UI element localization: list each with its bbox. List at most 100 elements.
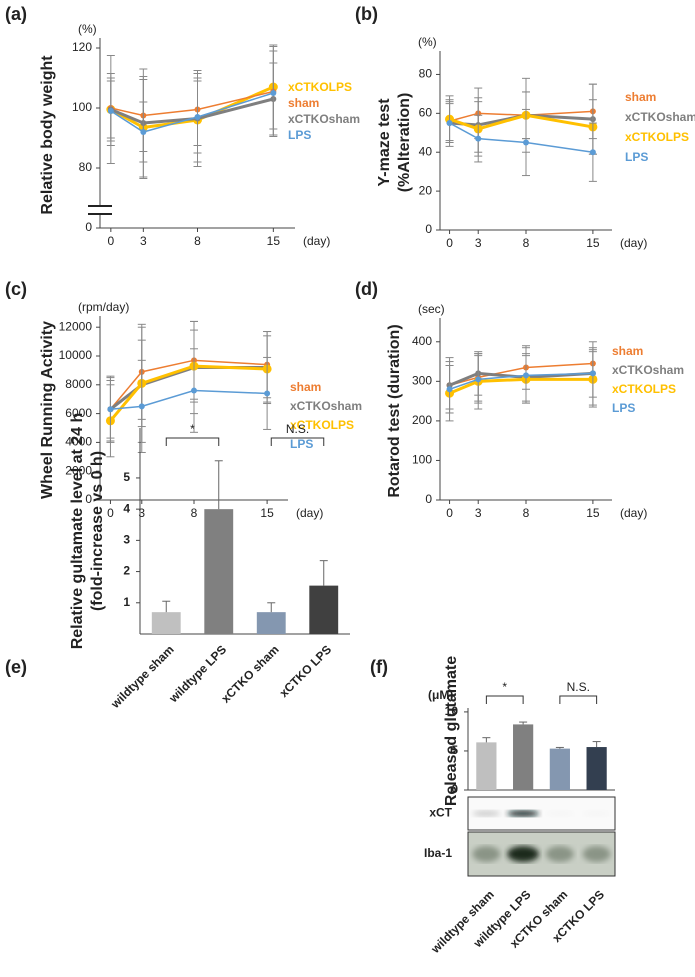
y-axis-label: Wheel Running Activity [39, 321, 56, 499]
y-axis-label: (fold-increase vs 0 h) [89, 451, 106, 611]
y-tick-label: 2000 [65, 463, 92, 477]
legend-entry: xCTKOsham [290, 399, 362, 413]
x-tick-label: 15 [586, 506, 600, 520]
y-tick-label: 200 [412, 413, 432, 427]
data-point [523, 139, 529, 146]
bar [476, 742, 497, 790]
y-tick-label: 400 [412, 334, 432, 348]
y-tick-label: 4000 [65, 435, 92, 449]
y-unit: (sec) [418, 302, 445, 316]
x-tick-label: 8 [523, 236, 530, 250]
panel-label: (b) [355, 4, 378, 24]
legend-entry: xCTKOLPS [288, 80, 352, 94]
panel-label: (d) [355, 279, 378, 299]
data-point [475, 135, 482, 142]
y-axis-label: Y-maze test [376, 98, 393, 187]
y-tick-label: 12000 [59, 319, 93, 333]
legend-entry: LPS [625, 150, 648, 164]
y-tick-label: 80 [79, 160, 93, 174]
y-tick-label: 40 [419, 144, 433, 158]
y-tick-label: 5 [451, 743, 458, 757]
series-line [449, 113, 594, 131]
y-unit: (rpm/day) [78, 300, 129, 314]
x-tick-label: 8 [194, 234, 201, 248]
y-tick-label: 2 [123, 564, 130, 578]
series-line [110, 92, 274, 133]
significance-label: * [190, 422, 195, 436]
y-unit: (%) [78, 22, 97, 36]
x-tick-label: 0 [446, 506, 453, 520]
legend-entry: sham [625, 90, 656, 104]
legend-entry: LPS [288, 128, 311, 142]
blot-band [545, 846, 574, 862]
legend-entry: xCTKOsham [288, 112, 360, 126]
y-tick-label: 6000 [65, 406, 92, 420]
significance-bracket [165, 437, 220, 446]
data-point [107, 108, 114, 114]
x-tick-label: 3 [138, 506, 145, 520]
x-tick-label: 15 [267, 234, 281, 248]
x-tick-label: 8 [191, 506, 198, 520]
blot-band [507, 846, 540, 862]
data-point [523, 372, 529, 379]
blot-label: xCT [429, 806, 452, 820]
series-line [109, 359, 268, 410]
legend-entry: xCTKOLPS [625, 130, 689, 144]
blot-band [582, 810, 611, 817]
x-tick-label: wildtype sham [428, 887, 497, 956]
series-line [109, 366, 268, 411]
legend-entry: LPS [290, 437, 313, 451]
legend-entry: xCTKOsham [625, 110, 695, 124]
y-tick-label: 120 [72, 40, 92, 54]
bar [204, 509, 234, 634]
x-tick-label: 8 [523, 506, 530, 520]
legend-entry: xCTKOLPS [612, 382, 676, 396]
y-unit: (μM) [428, 688, 453, 702]
x-tick-label: 3 [475, 236, 482, 250]
bar [549, 748, 570, 790]
series-line [110, 85, 274, 130]
axis-break-gap [88, 206, 112, 214]
series-line [110, 389, 268, 411]
data-point [589, 149, 596, 156]
x-tick-label: 0 [107, 506, 114, 520]
blot-band [507, 810, 540, 817]
data-point [589, 370, 596, 377]
significance-label: N.S. [286, 422, 309, 436]
x-unit: (day) [620, 236, 647, 250]
bar [151, 612, 181, 634]
series-line [110, 90, 274, 117]
series-line [448, 371, 593, 387]
y-tick-label: 10000 [59, 348, 93, 362]
x-unit: (day) [620, 506, 647, 520]
significance-label: N.S. [567, 680, 590, 694]
legend-entry: xCTKOLPS [290, 418, 354, 432]
bar [309, 585, 339, 634]
y-tick-label: 1 [123, 595, 130, 609]
series-line [449, 372, 593, 390]
x-tick-label: 15 [586, 236, 600, 250]
y-tick-label: 0 [425, 222, 432, 236]
x-tick-label: xCTKO LPS [277, 642, 335, 700]
y-axis-label: Relative body weight [39, 55, 56, 215]
blot-band [582, 846, 611, 862]
x-tick-label: 3 [140, 234, 147, 248]
data-point [140, 129, 147, 135]
data-point [446, 386, 453, 393]
blot-band [472, 846, 501, 862]
y-tick-label: 3 [123, 533, 130, 547]
data-point [138, 403, 145, 410]
data-point [270, 90, 277, 96]
series-line [109, 364, 268, 422]
x-tick-label: 0 [107, 234, 114, 248]
y-tick-label: 0 [425, 492, 432, 506]
x-unit: (day) [303, 234, 330, 248]
y-tick-label: 5 [123, 470, 130, 484]
legend-entry: sham [288, 96, 319, 110]
x-tick-label: 3 [475, 506, 482, 520]
y-tick-label: 60 [419, 106, 433, 120]
y-unit: (%) [418, 35, 437, 49]
panel-label: (e) [5, 657, 27, 677]
x-unit: (day) [296, 506, 323, 520]
